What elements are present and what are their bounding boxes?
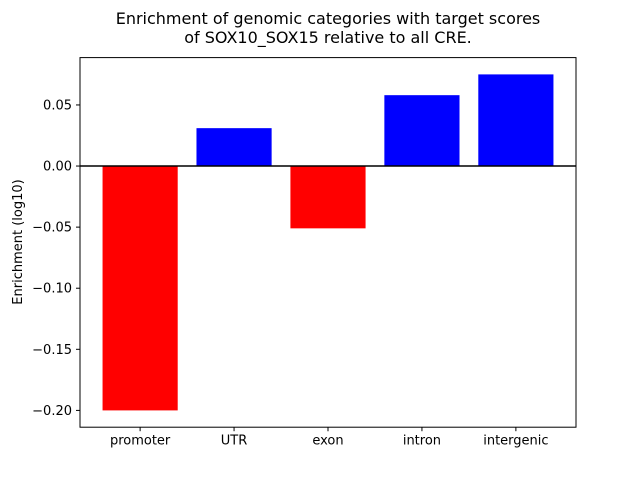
y-tick-label: −0.10 <box>32 282 72 297</box>
bar-intergenic <box>478 74 554 167</box>
bar-exon <box>290 166 366 229</box>
y-axis-label: Enrichment (log10) <box>11 179 26 304</box>
x-tick-label-intron: intron <box>403 434 441 449</box>
x-tick-label-intergenic: intergenic <box>483 434 548 449</box>
y-tick-label: 0.00 <box>43 160 72 175</box>
y-tick-label: 0.05 <box>43 98 72 113</box>
plot-area: 0.05 0.00 −0.05 −0.10 −0.15 −0.20 promoter UTR e… <box>32 57 577 449</box>
y-tick-label: −0.20 <box>32 404 72 419</box>
y-tick-label: −0.15 <box>32 343 72 358</box>
x-tick-label-promoter: promoter <box>110 434 171 449</box>
chart-title-line1: Enrichment of genomic categories with ta… <box>116 9 541 28</box>
bar-intron <box>384 95 460 167</box>
bar-UTR <box>196 128 272 167</box>
bar-promoter <box>102 166 178 411</box>
x-tick-label-exon: exon <box>312 434 343 449</box>
x-tick-label-UTR: UTR <box>221 434 248 449</box>
chart-title-line2: of SOX10_SOX15 relative to all CRE. <box>184 28 472 48</box>
y-tick-label: −0.05 <box>32 221 72 236</box>
